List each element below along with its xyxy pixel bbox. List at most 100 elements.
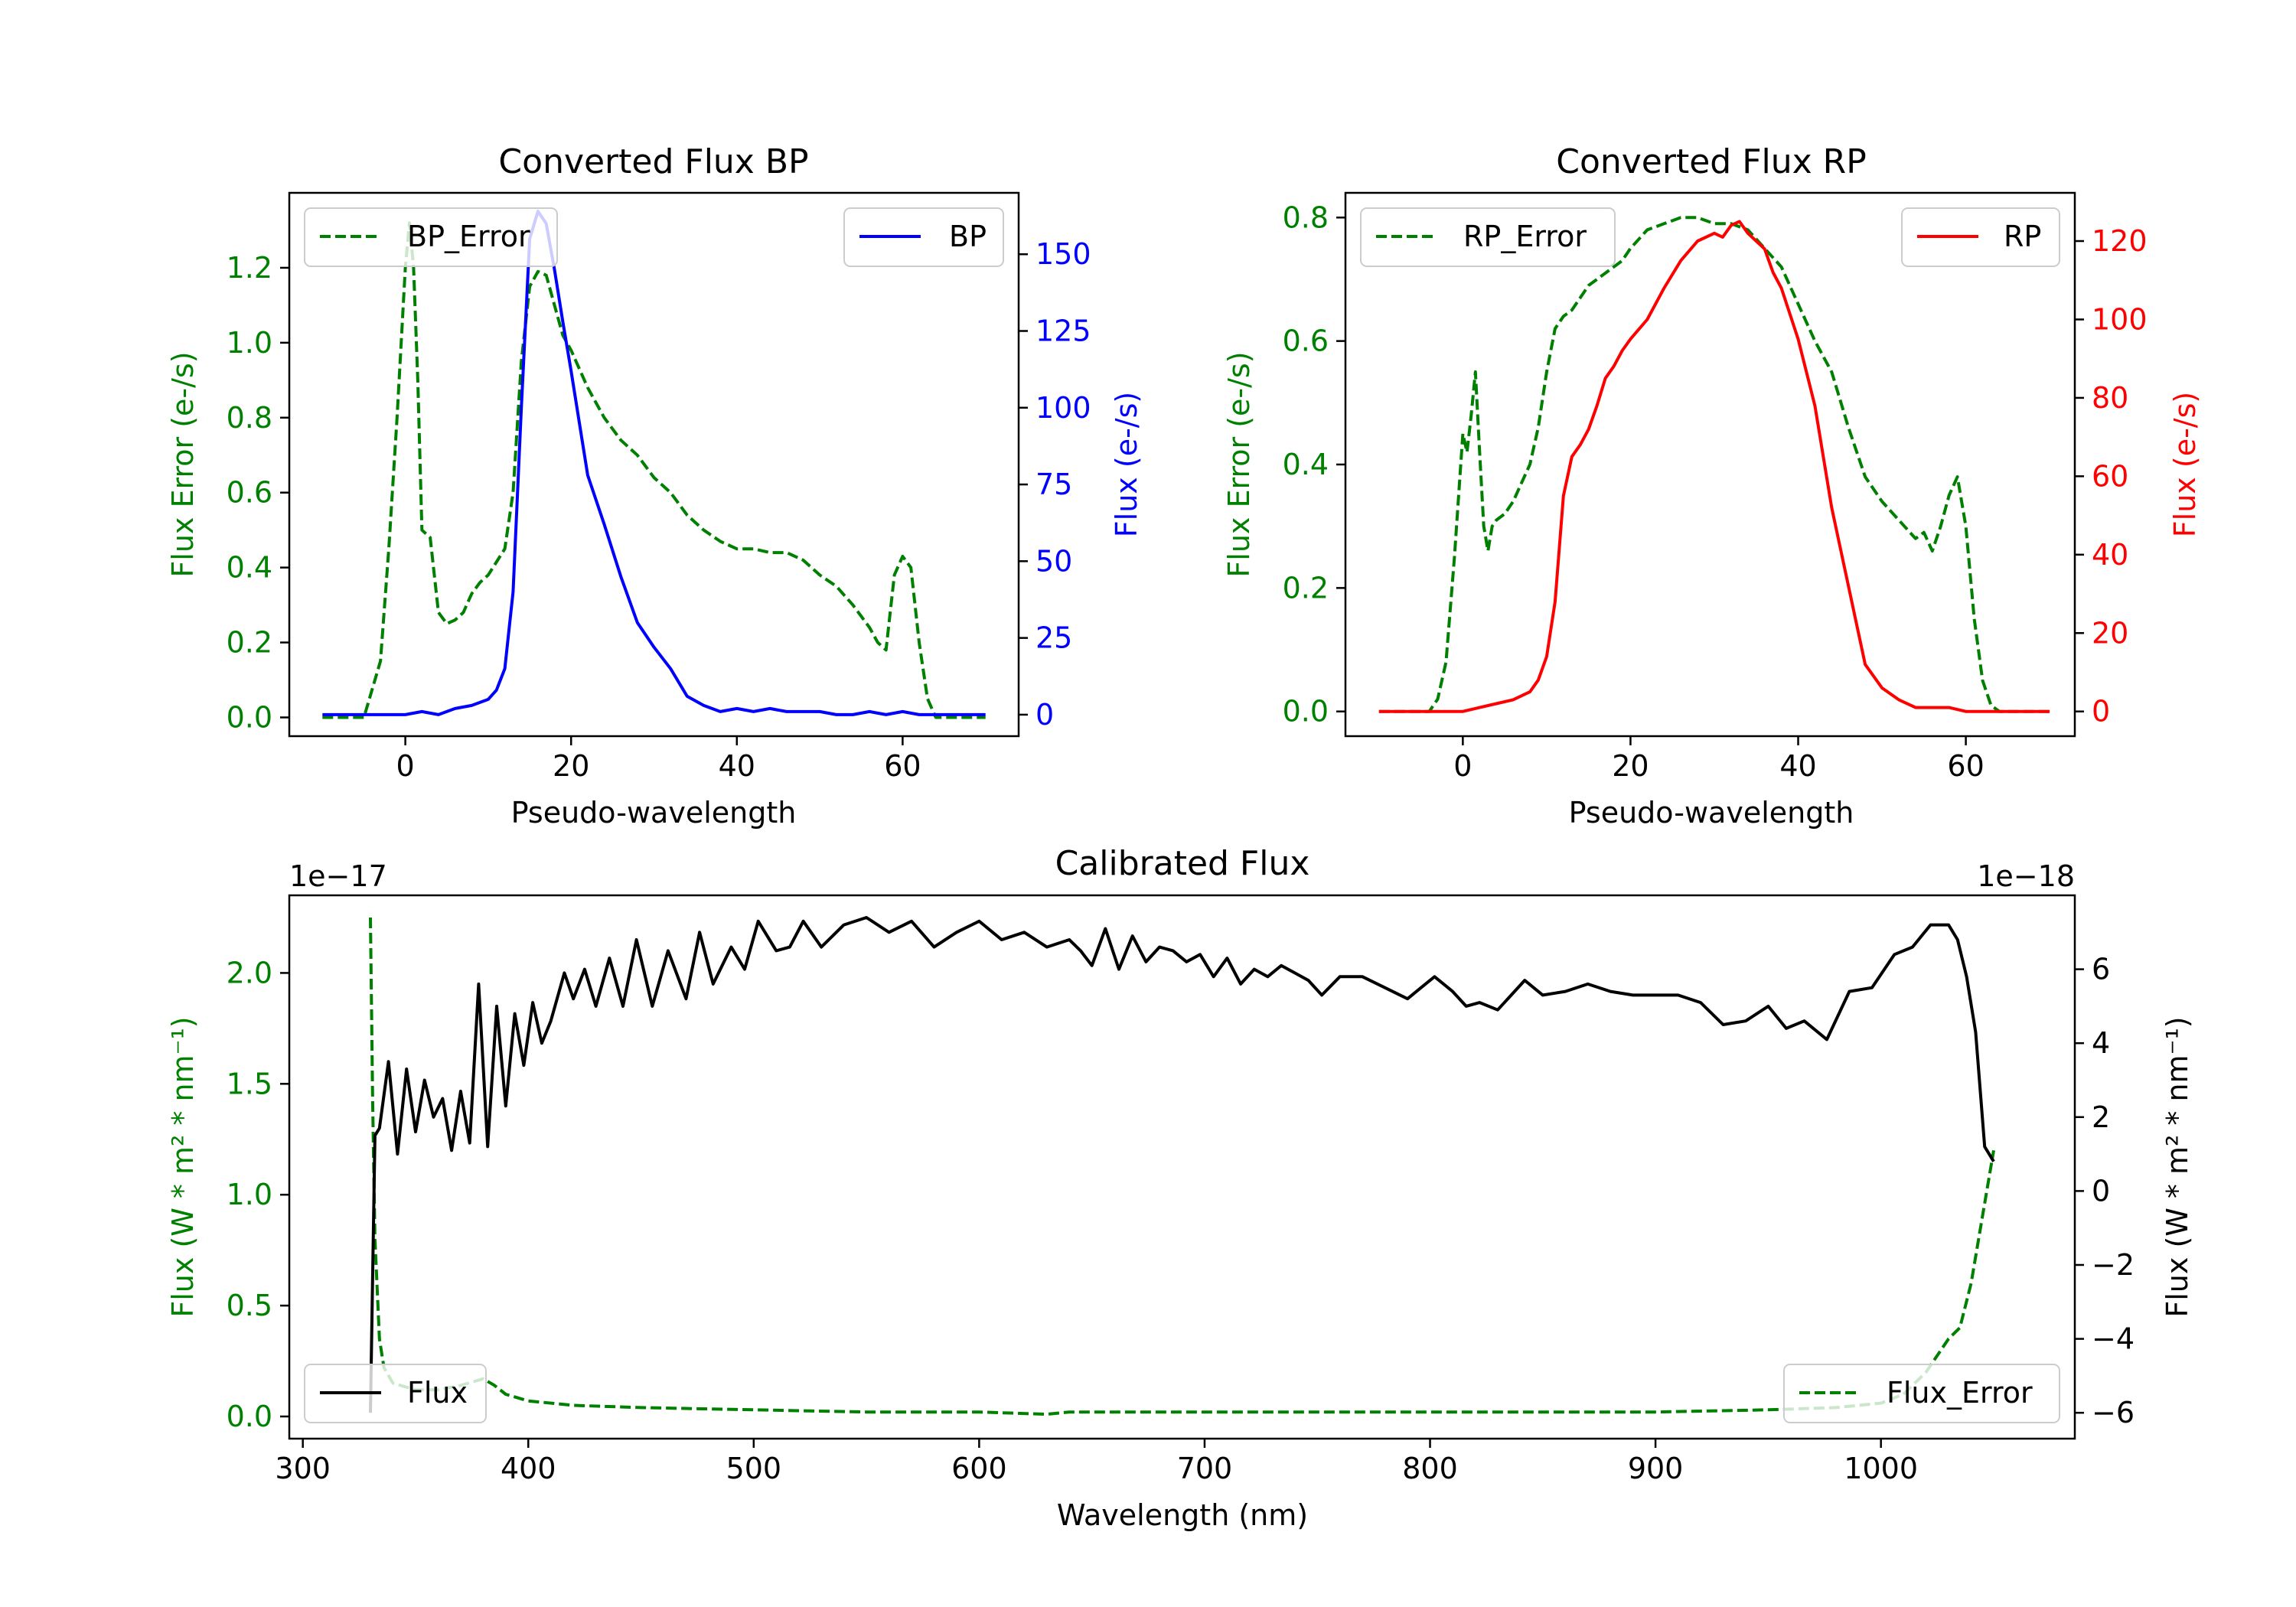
cal-right-tick-label: −4: [2092, 1322, 2135, 1356]
rp-legend-error: RP_Error: [1360, 207, 1616, 267]
bp-right-tick-label: 150: [1035, 237, 1091, 271]
cal-right-tick-label: 6: [2092, 953, 2110, 986]
cal-title: Calibrated Flux: [1055, 844, 1310, 883]
cal-right-tick-label: 4: [2092, 1026, 2110, 1060]
cal-legend-flux-label: Flux: [407, 1376, 468, 1410]
cal-left-tick-label: 1.5: [227, 1067, 272, 1100]
bp-x-tick-label: 60: [884, 749, 921, 783]
rp-xlabel: Pseudo-wavelength: [1569, 796, 1854, 830]
bp-right-tick-label: 25: [1035, 621, 1072, 655]
bp-right-tick-label: 125: [1035, 315, 1091, 348]
bp-plot-area: [322, 210, 986, 719]
cal-legend-error-label: Flux_Error: [1887, 1376, 2033, 1410]
cal-right-ylabel: Flux (W * m² * nm⁻¹): [2161, 1016, 2194, 1317]
rp-right-tick-label: 20: [2092, 616, 2128, 650]
cal-xlabel: Wavelength (nm): [1057, 1498, 1308, 1532]
bp-left-ylabel: Flux Error (e-/s): [166, 351, 200, 577]
rp-plot-area: [1378, 216, 2050, 713]
bp-left-tick-label: 0.4: [227, 551, 272, 585]
cal-left-tick-label: 1.0: [227, 1178, 272, 1211]
bp-right-ticks: 0 25 50 75 100 125 150: [1019, 237, 1091, 732]
cal-right-tick-label: 2: [2092, 1100, 2110, 1134]
rp-left-tick-label: 0.6: [1283, 324, 1329, 358]
rp-legend-error-label: RP_Error: [1463, 220, 1587, 253]
cal-right-tick-label: 0: [2092, 1174, 2110, 1208]
bp-title: Converted Flux BP: [498, 142, 808, 181]
rp-panel: Converted Flux RP 0 20 40 60 0.00.20.40.60.…: [1222, 142, 2202, 830]
rp-left-ticks: 0.0 0.2 0.4 0.6 0.8: [1283, 200, 1345, 729]
cal-left-tick-label: 0.0: [227, 1400, 272, 1433]
rp-title: Converted Flux RP: [1556, 142, 1867, 181]
rp-left-tick-label: 0.8: [1283, 200, 1329, 234]
cal-series-flux: [369, 916, 1995, 1413]
rp-series-rp-error: [1378, 216, 2050, 713]
cal-legend-flux: Flux: [304, 1364, 487, 1423]
rp-left-ylabel: Flux Error (e-/s): [1222, 351, 1256, 577]
rp-right-tick-label: 40: [2092, 538, 2128, 572]
cal-x-tick-label: 500: [726, 1452, 782, 1485]
bp-right-tick-label: 50: [1035, 544, 1072, 578]
rp-left-tick-label: 0.4: [1283, 448, 1329, 481]
rp-x-tick-label: 60: [1947, 749, 1984, 783]
rp-right-tick-label: 120: [2092, 224, 2148, 258]
cal-left-offset: 1e−17: [289, 859, 387, 893]
cal-x-tick-label: 700: [1177, 1452, 1233, 1485]
cal-right-tick-label: −6: [2092, 1396, 2135, 1429]
rp-left-tick-label: 0.0: [1283, 695, 1329, 729]
cal-x-tick-label: 800: [1402, 1452, 1458, 1485]
bp-right-ylabel: Flux (e-/s): [1110, 392, 1143, 537]
cal-left-tick-label: 0.5: [227, 1289, 272, 1322]
cal-axes-frame: [288, 894, 2076, 1440]
rp-right-tick-label: 0: [2092, 695, 2110, 729]
bp-left-tick-label: 1.2: [227, 251, 272, 285]
bp-left-tick-label: 0.8: [227, 401, 272, 435]
bp-legend-error: BP_Error: [304, 207, 558, 267]
rp-series-rp: [1378, 220, 2050, 713]
bp-legend-flux: BP: [843, 207, 1004, 267]
bp-panel: Converted Flux BP 0 20 40 60 0.00.20.40.60.…: [166, 142, 1143, 830]
rp-right-tick-label: 100: [2092, 302, 2148, 336]
bp-left-tick-label: 1.0: [227, 326, 272, 360]
bp-x-tick-label: 0: [396, 749, 415, 783]
rp-legend-flux-label: RP: [2004, 220, 2041, 253]
rp-right-tick-label: 60: [2092, 459, 2128, 493]
rp-right-tick-label: 80: [2092, 381, 2128, 415]
cal-right-tick-label: −2: [2092, 1248, 2135, 1282]
cal-x-tick-label: 1000: [1844, 1452, 1918, 1485]
bp-series-bp: [322, 210, 986, 716]
bp-series-bp-error: [322, 221, 986, 719]
bp-left-tick-label: 0.2: [227, 626, 272, 660]
bp-axes-frame: [288, 191, 1020, 738]
rp-x-tick-label: 40: [1779, 749, 1816, 783]
calibrated-panel: Calibrated Flux 300 400 500 600 700 800 900 100…: [166, 844, 2194, 1532]
cal-left-ylabel: Flux (W * m² * nm⁻¹): [166, 1016, 200, 1317]
cal-x-ticks: 300 400 500 600 700 800 900 1000: [275, 1439, 1918, 1485]
bp-left-tick-label: 0.0: [227, 701, 272, 735]
cal-x-tick-label: 900: [1628, 1452, 1684, 1485]
cal-right-offset: 1e−18: [1977, 859, 2075, 893]
cal-x-tick-label: 400: [501, 1452, 556, 1485]
cal-left-tick-label: 2.0: [227, 956, 272, 989]
bp-legend-flux-label: BP: [949, 220, 987, 253]
bp-right-tick-label: 0: [1035, 698, 1054, 732]
rp-legend-flux: RP: [1901, 207, 2060, 267]
cal-right-ticks: −6 −4 −2 0 2 4 6: [2075, 953, 2135, 1429]
rp-x-tick-label: 0: [1453, 749, 1472, 783]
bp-x-tick-label: 40: [719, 749, 755, 783]
rp-right-ticks: 0 20 40 60 80 100 120: [2075, 224, 2148, 729]
cal-x-tick-label: 600: [951, 1452, 1007, 1485]
rp-x-ticks: 0 20 40 60: [1453, 736, 1985, 783]
bp-xlabel: Pseudo-wavelength: [511, 796, 797, 830]
bp-left-ticks: 0.0 0.2 0.4 0.6 0.8 1.0 1.2: [227, 251, 289, 735]
rp-x-tick-label: 20: [1612, 749, 1649, 783]
cal-left-ticks: 0.0 0.5 1.0 1.5 2.0: [227, 956, 289, 1433]
bp-x-tick-label: 20: [553, 749, 589, 783]
cal-legend-error: Flux_Error: [1783, 1364, 2060, 1423]
cal-x-tick-label: 300: [275, 1452, 331, 1485]
bp-right-tick-label: 100: [1035, 391, 1091, 425]
bp-left-tick-label: 0.6: [227, 476, 272, 510]
bp-legend-error-label: BP_Error: [407, 220, 530, 253]
bp-x-ticks: 0 20 40 60: [396, 736, 921, 783]
bp-right-tick-label: 75: [1035, 468, 1072, 501]
